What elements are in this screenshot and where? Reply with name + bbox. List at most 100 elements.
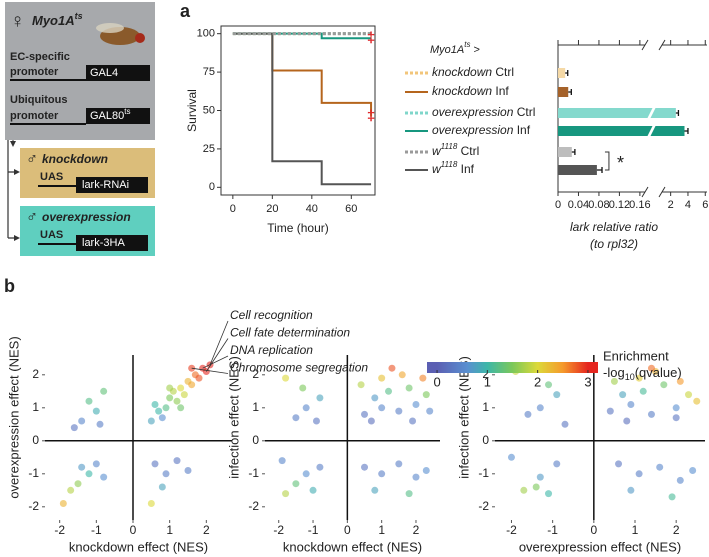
uas-label: UAS (40, 229, 63, 241)
point (615, 460, 623, 468)
point (70, 424, 78, 432)
x-tick-label: -2 (54, 523, 65, 537)
annotation: Chromosome segregation (230, 361, 368, 375)
point (282, 490, 290, 498)
point (292, 480, 300, 488)
leader-line (205, 338, 229, 372)
x-tick-label: 2 (203, 523, 210, 537)
text-part: 10 (625, 372, 635, 382)
promoter-label: Ubiquitous (10, 94, 67, 106)
point (92, 460, 100, 468)
point (184, 467, 192, 474)
point (195, 374, 203, 382)
x-tick-label: 1 (378, 523, 385, 537)
y-tick-label: 100 (197, 28, 215, 40)
point (361, 410, 369, 418)
point (166, 384, 174, 392)
point (627, 401, 635, 408)
point (188, 381, 196, 389)
x-tick-label: 6 (702, 199, 708, 211)
y-tick-label: 0 (209, 181, 215, 193)
point (147, 500, 155, 507)
point (419, 374, 427, 382)
point (147, 417, 155, 425)
point (292, 414, 300, 422)
point (422, 391, 430, 399)
point (507, 453, 515, 461)
point (388, 364, 396, 372)
legend-label: w1118 Ctrl (432, 142, 479, 158)
bar (558, 108, 676, 118)
text-part: (qvalue) (635, 365, 682, 380)
point (282, 374, 290, 382)
x-tick-label: 1 (632, 523, 639, 537)
point (685, 391, 693, 399)
x-tick-label: 0.16 (629, 199, 650, 211)
point (166, 394, 174, 402)
point (635, 374, 643, 382)
legend-label: knockdown Ctrl (432, 65, 514, 79)
construct-label: lark-RNAi (82, 179, 129, 191)
point (412, 473, 420, 481)
colorbar-tick-label: 0 (433, 374, 440, 389)
point (78, 463, 86, 471)
survival-line (232, 32, 372, 186)
y-tick-label: 50 (203, 104, 215, 116)
point (627, 486, 635, 494)
point (367, 417, 375, 425)
x-tick-label: 0.12 (609, 199, 630, 211)
point (74, 480, 82, 488)
point (312, 417, 320, 425)
y-tick-label: 75 (203, 66, 215, 78)
y-tick-label: 0 (252, 433, 259, 447)
y-tick-label: -2 (28, 499, 39, 513)
x-tick-label: 20 (266, 203, 278, 215)
female-symbol: ♀ (10, 10, 25, 32)
fly-icon (96, 23, 145, 45)
bar-break (647, 107, 656, 119)
y-tick-label: 25 (203, 143, 215, 155)
point (532, 483, 540, 491)
survival-line (232, 32, 373, 117)
male-symbol: ♂ (26, 209, 38, 226)
x-tick-label: -2 (506, 523, 517, 537)
point (553, 391, 561, 399)
point (92, 407, 100, 415)
x-axis-title: knockdown effect (NES) (283, 539, 422, 554)
promoter-label: promoter (10, 110, 59, 122)
point (536, 404, 544, 412)
legend-label: overexpression Ctrl (432, 105, 535, 119)
x-tick-label: 1 (166, 523, 173, 537)
point (545, 490, 553, 498)
bar (558, 147, 572, 157)
colorbar-tick-label: 1 (484, 374, 491, 389)
error-bar (571, 149, 576, 155)
y-axis-title: infection effect (NES) (456, 356, 471, 479)
diagram: ♀ Myo1Ats EC-specific promoter GAL4 Ubiq… (5, 2, 155, 256)
x-tick-label: 0 (130, 523, 137, 537)
point (357, 381, 365, 389)
legend-label: w1118 Inf (432, 160, 475, 176)
y-tick-label: 0 (32, 433, 39, 447)
gene-label: GAL80ts (90, 107, 130, 122)
y-axis-title: infection effect (NES) (226, 356, 241, 479)
point (162, 470, 170, 478)
point (395, 407, 403, 415)
point (100, 387, 108, 395)
point (398, 371, 406, 379)
colorbar-label: -log10(qvalue) (603, 365, 682, 382)
point (177, 404, 185, 412)
point (689, 467, 697, 474)
x-axis-title: Time (hour) (267, 221, 329, 235)
x-tick-label: 0.08 (588, 199, 609, 211)
legend-title: Myo1Ats > (430, 40, 480, 56)
leader-line (209, 320, 229, 366)
colorbar-title: Enrichment (603, 348, 669, 363)
point (371, 394, 379, 402)
point (85, 470, 93, 478)
point (668, 493, 676, 501)
x-axis-title: (to rpl32) (590, 237, 638, 251)
promoter-label: promoter (10, 66, 59, 78)
point (405, 384, 413, 392)
point (606, 407, 614, 415)
